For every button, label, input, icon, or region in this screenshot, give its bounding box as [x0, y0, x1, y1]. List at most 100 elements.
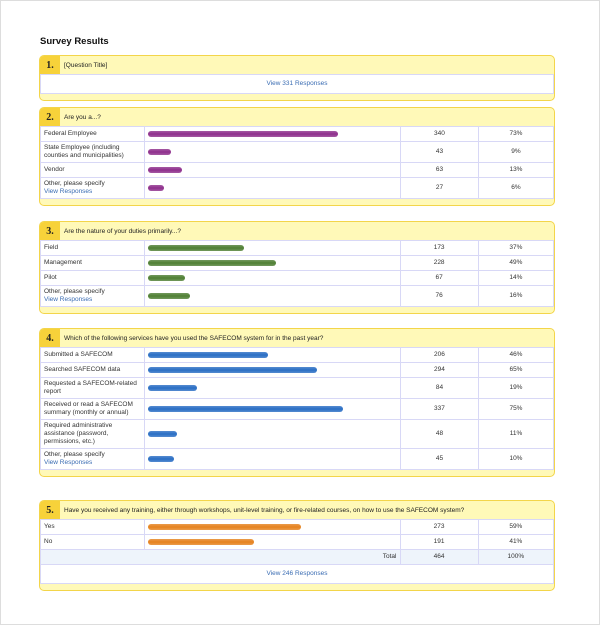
question-number: 3. — [40, 222, 60, 240]
table-row: Other, please specify View Responses 76 1… — [39, 285, 555, 307]
question-header: 4. Which of the following services have … — [40, 329, 554, 347]
response-bar — [148, 293, 190, 299]
response-bar — [147, 539, 255, 545]
question-text: Are the nature of your duties primarily.… — [64, 227, 181, 235]
bar-cell — [144, 270, 401, 286]
response-count: 48 — [400, 419, 479, 449]
answer-label: Requested a SAFECOM-related report — [40, 377, 145, 399]
response-percent: 59% — [477, 519, 555, 535]
response-count: 43 — [399, 141, 479, 163]
response-count: 228 — [399, 255, 479, 271]
bar-cell — [143, 419, 402, 449]
bar-cell — [144, 141, 401, 163]
question-header: 2. Are you a...? — [40, 108, 554, 126]
question-text: Are you a...? — [64, 113, 101, 121]
answer-label: Pilot — [39, 270, 146, 286]
response-bar — [148, 185, 164, 191]
response-bar — [148, 260, 276, 266]
question-text: [Question Title] — [64, 61, 108, 69]
response-bar — [147, 367, 317, 373]
answer-text: Submitted a SAFECOM — [44, 351, 113, 358]
response-count: 206 — [400, 347, 479, 363]
response-bar — [148, 167, 182, 173]
view-responses-row: View 246 Responses — [40, 564, 554, 584]
view-responses-row: View 331 Responses — [40, 74, 554, 94]
answer-text: Management — [44, 259, 82, 266]
question-header: 5. Have you received any training, eithe… — [40, 501, 554, 519]
response-bar — [147, 456, 174, 462]
bar-cell — [144, 285, 401, 307]
answer-label: Searched SAFECOM data — [40, 362, 145, 378]
answer-label: No — [40, 534, 145, 550]
answer-text: Pilot — [44, 274, 57, 281]
table-row: Yes 273 59% — [40, 519, 555, 535]
bar-cell — [143, 534, 401, 550]
response-bar — [147, 431, 177, 437]
question-panel-2: 2. Are you a...? Federal Employee 340 73… — [39, 107, 555, 206]
table-row: Searched SAFECOM data 294 65% — [40, 362, 555, 378]
view-responses-link[interactable]: View Responses — [44, 459, 93, 466]
answer-text: Searched SAFECOM data — [44, 366, 121, 373]
question-panel-3: 3. Are the nature of your duties primari… — [39, 221, 555, 314]
answer-label: Other, please specify View Responses — [39, 285, 146, 307]
question-header: 1. [Question Title] — [40, 56, 554, 74]
response-count: 337 — [400, 398, 479, 420]
response-percent: 49% — [477, 255, 555, 271]
table-row: Other, please specify View Responses 45 1… — [40, 448, 555, 470]
response-count: 67 — [399, 270, 479, 286]
response-count: 191 — [399, 534, 479, 550]
response-percent: 37% — [477, 240, 555, 256]
total-row: Total 464 100% — [40, 549, 555, 565]
question-panel-1: 1. [Question Title] View 331 Responses — [39, 55, 555, 101]
response-percent: 13% — [477, 162, 555, 178]
response-count: 84 — [400, 377, 479, 399]
total-label: Total — [40, 549, 401, 565]
answer-label: Submitted a SAFECOM — [40, 347, 145, 363]
answer-text: No — [44, 538, 53, 545]
question-number: 1. — [40, 56, 60, 74]
table-row: Vendor 63 13% — [39, 162, 555, 178]
answer-label: Other, please specify View Responses — [40, 448, 145, 470]
response-percent: 41% — [477, 534, 555, 550]
response-bar — [147, 352, 268, 358]
response-count: 340 — [399, 126, 479, 142]
response-percent: 73% — [477, 126, 555, 142]
bar-cell — [143, 448, 402, 470]
table-row: No 191 41% — [40, 534, 555, 550]
response-bar — [147, 406, 343, 412]
answer-text: Vendor — [44, 166, 65, 173]
response-count: 45 — [400, 448, 479, 470]
view-responses-link[interactable]: View Responses — [44, 296, 93, 303]
answer-label: Received or read a SAFECOM summary (mont… — [40, 398, 145, 420]
answer-label: Required administrative assistance (pass… — [40, 419, 145, 449]
table-row: Federal Employee 340 73% — [39, 126, 555, 142]
response-percent: 46% — [477, 347, 555, 363]
question-number: 5. — [40, 501, 60, 519]
response-count: 173 — [399, 240, 479, 256]
answer-text: Field — [44, 244, 59, 251]
bar-cell — [143, 519, 401, 535]
answer-label: State Employee (including counties and m… — [39, 141, 146, 163]
view-responses-link[interactable]: View 331 Responses — [266, 80, 328, 87]
response-percent: 19% — [477, 377, 555, 399]
response-bar — [148, 245, 245, 251]
answer-text: Federal Employee — [44, 130, 97, 137]
response-percent: 9% — [477, 141, 555, 163]
answer-text: Requested a SAFECOM-related report — [44, 380, 137, 395]
response-count: 76 — [399, 285, 479, 307]
page-title: Survey Results — [40, 36, 109, 47]
bar-cell — [144, 126, 401, 142]
response-percent: 65% — [477, 362, 555, 378]
bar-cell — [143, 362, 402, 378]
answer-label: Management — [39, 255, 146, 271]
response-bar — [147, 385, 198, 391]
view-responses-link[interactable]: View Responses — [44, 188, 93, 195]
answer-label: Yes — [40, 519, 145, 535]
answer-text: Received or read a SAFECOM summary (mont… — [44, 401, 133, 416]
bar-cell — [144, 162, 401, 178]
answer-label: Other, please specify View Responses — [39, 177, 146, 199]
response-percent: 10% — [477, 448, 555, 470]
view-responses-link[interactable]: View 246 Responses — [266, 570, 328, 577]
bar-cell — [143, 377, 402, 399]
